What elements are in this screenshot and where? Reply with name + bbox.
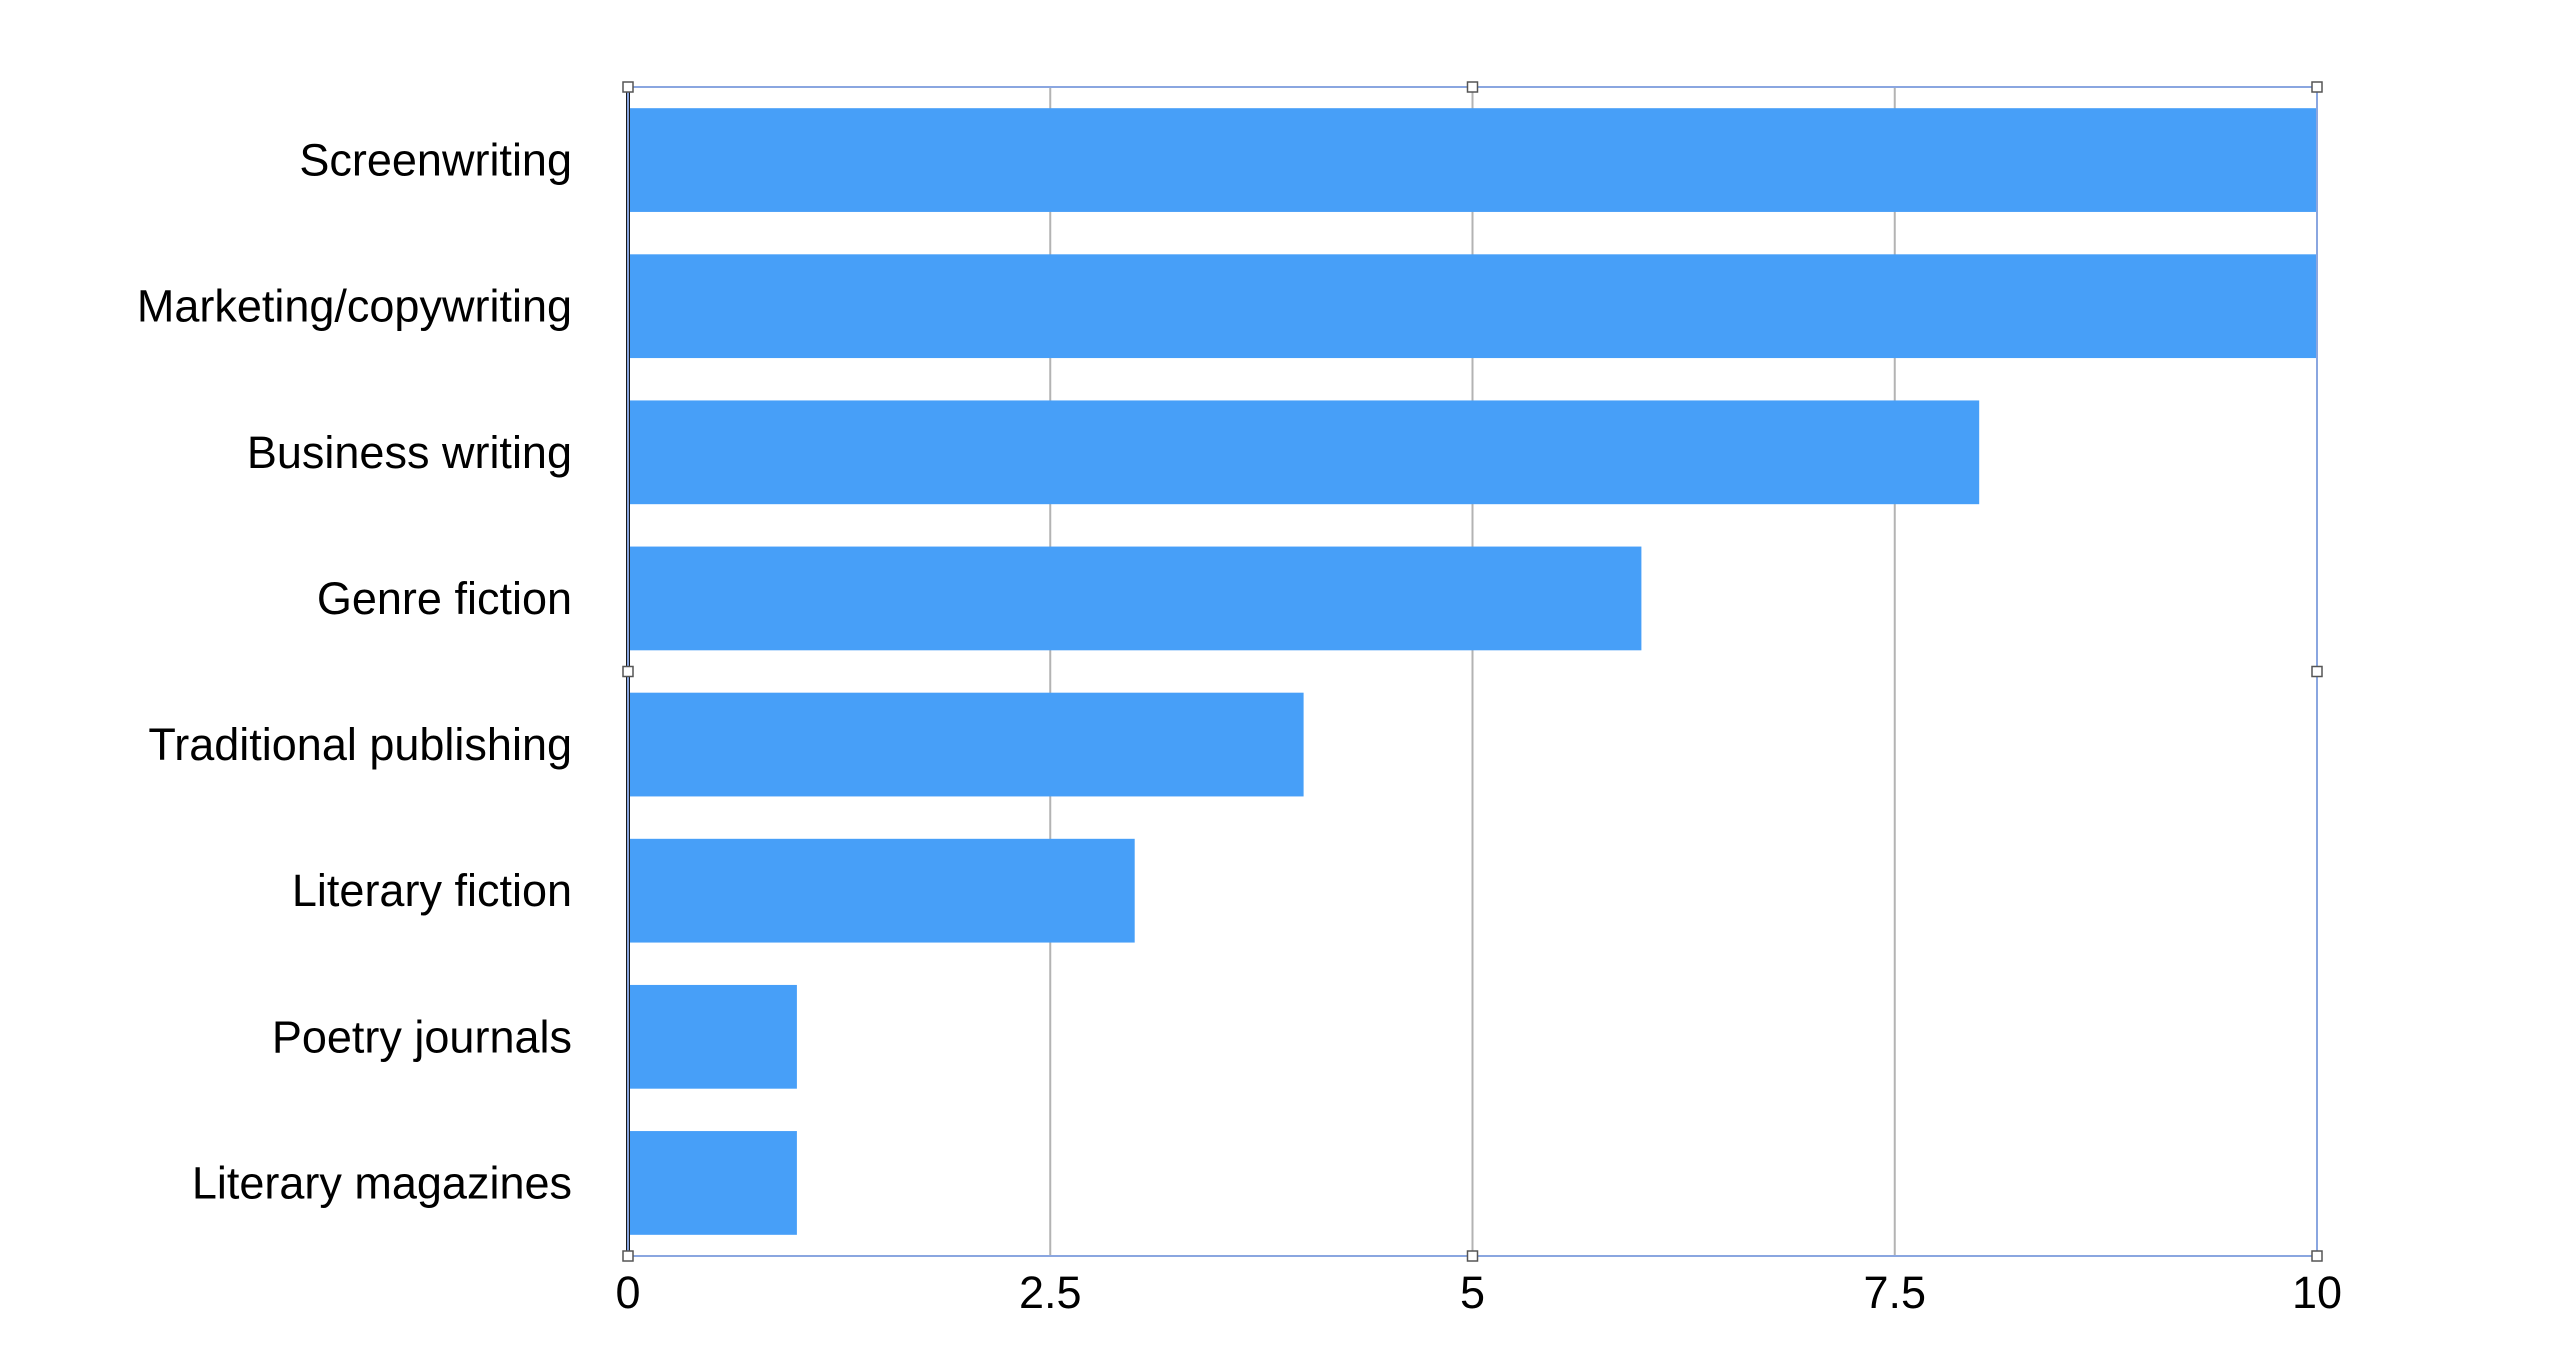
- resize-handle-top-left[interactable]: [622, 81, 634, 93]
- category-label-literary-fiction: Literary fiction: [292, 865, 572, 916]
- category-label-genre-fiction: Genre fiction: [317, 573, 572, 624]
- resize-handle-bottom-right[interactable]: [2311, 1250, 2323, 1262]
- resize-handle-middle-right[interactable]: [2311, 665, 2323, 678]
- x-tick-label-10: 10: [2292, 1267, 2342, 1318]
- category-label-traditional-publishing: Traditional publishing: [148, 719, 572, 770]
- resize-handle-top-middle[interactable]: [1466, 81, 1479, 93]
- bar-literary-magazines[interactable]: [628, 1131, 797, 1235]
- x-tick-label-7-5: 7.5: [1863, 1267, 1926, 1318]
- bar-literary-fiction[interactable]: [628, 838, 1135, 943]
- category-label-screenwriting: Screenwriting: [299, 135, 572, 186]
- resize-handle-top-right[interactable]: [2311, 81, 2323, 93]
- bar-business-writing[interactable]: [628, 400, 1980, 505]
- bar-genre-fiction[interactable]: [628, 546, 1642, 651]
- x-tick-label-5: 5: [1460, 1267, 1485, 1318]
- x-tick-label-2-5: 2.5: [1019, 1267, 1082, 1318]
- selection-frame[interactable]: [622, 81, 2323, 1262]
- category-label-literary-magazines: Literary magazines: [192, 1157, 572, 1208]
- category-label-marketing-copywriting: Marketing/copywriting: [137, 281, 572, 332]
- labels: Screenwriting Marketing/copywriting Busine…: [137, 135, 2342, 1318]
- category-label-poetry-journals: Poetry journals: [272, 1011, 572, 1062]
- category-label-business-writing: Business writing: [247, 427, 572, 478]
- resize-handle-bottom-middle[interactable]: [1466, 1250, 1479, 1262]
- bars: [628, 108, 2317, 1235]
- resize-handle-middle-left[interactable]: [622, 665, 634, 678]
- x-tick-label-0: 0: [615, 1267, 640, 1318]
- bar-traditional-publishing[interactable]: [628, 692, 1304, 797]
- resize-handle-bottom-left[interactable]: [622, 1250, 634, 1262]
- bar-marketing-copywriting[interactable]: [628, 254, 2317, 359]
- bar-screenwriting[interactable]: [628, 108, 2317, 212]
- bar-poetry-journals[interactable]: [628, 984, 797, 1089]
